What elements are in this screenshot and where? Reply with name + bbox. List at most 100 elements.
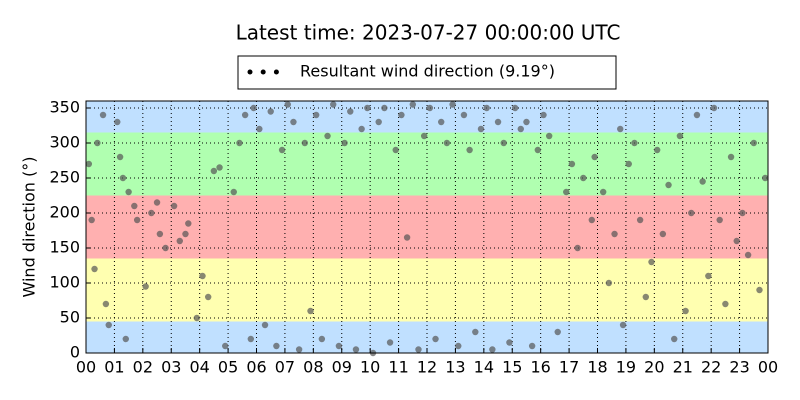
- y-tick-label: 100: [49, 273, 80, 292]
- point: [122, 335, 129, 343]
- point: [148, 209, 155, 217]
- point: [545, 132, 553, 140]
- point: [528, 342, 536, 350]
- point: [648, 258, 655, 266]
- x-tick-label: 01: [104, 358, 124, 377]
- x-tick-label: 23: [729, 358, 749, 377]
- point: [574, 244, 581, 252]
- point: [455, 342, 462, 350]
- point: [619, 321, 627, 329]
- point: [392, 146, 399, 154]
- y-tick-label: 350: [49, 98, 80, 117]
- point: [599, 188, 607, 196]
- x-tick-label: 18: [587, 358, 607, 377]
- legend-marker: [273, 69, 279, 75]
- point: [540, 111, 547, 119]
- point: [511, 104, 519, 112]
- point: [273, 342, 280, 350]
- point: [580, 174, 587, 182]
- x-tick-label: 14: [474, 358, 494, 377]
- y-axis-label: Wind direction (°): [20, 157, 39, 298]
- point: [364, 104, 371, 112]
- point: [403, 234, 411, 241]
- point: [278, 146, 286, 154]
- x-tick-label: 16: [530, 358, 550, 377]
- point: [449, 101, 456, 108]
- point: [386, 339, 394, 346]
- point: [409, 101, 416, 108]
- point: [750, 139, 757, 147]
- x-tick-label: 04: [189, 358, 209, 377]
- point: [199, 272, 206, 280]
- point: [460, 111, 468, 119]
- x-tick-label: 20: [644, 358, 664, 377]
- point: [426, 104, 434, 112]
- legend-label: Resultant wind direction (9.19°): [300, 62, 555, 81]
- point: [250, 104, 257, 112]
- plot-frame: [85, 100, 769, 354]
- point: [162, 244, 169, 252]
- point: [241, 111, 249, 119]
- point: [642, 293, 650, 301]
- point: [182, 230, 189, 238]
- band: [86, 101, 768, 133]
- legend-box: [237, 55, 617, 90]
- point: [307, 307, 314, 315]
- point: [142, 283, 149, 290]
- x-tick-label: 00: [758, 358, 778, 377]
- x-tick-label: 03: [161, 358, 181, 377]
- point: [261, 321, 269, 329]
- point: [176, 237, 183, 245]
- x-tick-label: 02: [133, 358, 153, 377]
- point: [761, 174, 769, 182]
- point: [170, 202, 178, 210]
- point: [105, 321, 112, 329]
- x-tick-label: 17: [559, 358, 579, 377]
- point: [591, 153, 598, 161]
- point: [119, 174, 127, 182]
- point: [506, 339, 513, 346]
- point: [324, 132, 331, 140]
- point: [335, 342, 343, 350]
- y-tick-label: 250: [49, 168, 80, 187]
- point: [636, 216, 644, 224]
- x-tick-label: 07: [275, 358, 295, 377]
- point: [210, 167, 218, 175]
- point: [312, 111, 320, 119]
- point: [415, 346, 422, 353]
- point: [631, 139, 638, 147]
- x-tick-label: 08: [303, 358, 323, 377]
- point: [756, 286, 763, 294]
- point: [744, 251, 752, 259]
- y-tick-label: 50: [60, 308, 80, 327]
- point: [330, 101, 337, 108]
- point: [85, 160, 93, 168]
- point: [733, 237, 740, 245]
- y-tick-label: 300: [49, 133, 80, 152]
- point: [727, 153, 735, 161]
- point: [722, 300, 729, 308]
- point: [466, 146, 473, 154]
- point: [116, 153, 124, 161]
- point: [568, 160, 576, 168]
- point: [517, 125, 524, 133]
- legend-marker: [260, 69, 266, 75]
- point: [739, 209, 746, 217]
- point: [375, 118, 382, 126]
- point: [352, 346, 360, 353]
- point: [494, 118, 502, 126]
- x-tick-label: 00: [76, 358, 96, 377]
- point: [301, 139, 309, 147]
- point: [153, 199, 161, 206]
- x-tick-label: 22: [701, 358, 721, 377]
- point: [588, 216, 596, 224]
- point: [381, 104, 388, 112]
- point: [256, 125, 263, 133]
- point: [688, 209, 695, 217]
- point: [671, 335, 678, 343]
- point: [438, 118, 445, 126]
- point: [563, 188, 570, 196]
- x-tick-label: 15: [502, 358, 522, 377]
- point: [290, 118, 297, 126]
- point: [699, 178, 706, 185]
